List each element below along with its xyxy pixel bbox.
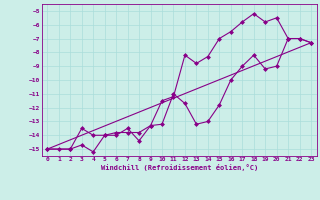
X-axis label: Windchill (Refroidissement éolien,°C): Windchill (Refroidissement éolien,°C) xyxy=(100,164,258,171)
